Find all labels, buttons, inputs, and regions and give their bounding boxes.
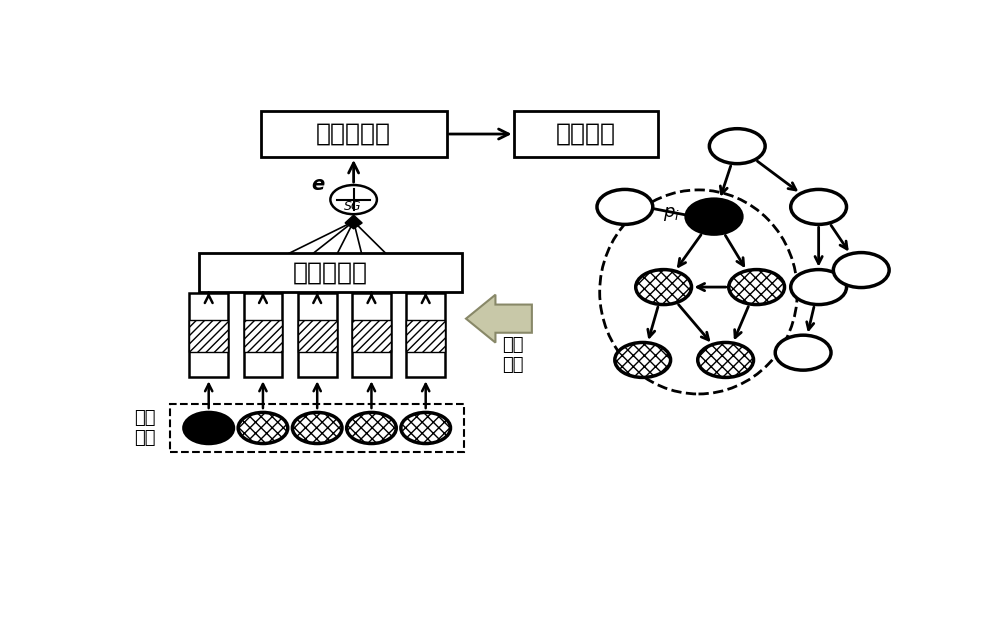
Text: 子图
采样: 子图 采样 (502, 336, 523, 374)
Circle shape (347, 413, 396, 444)
Circle shape (791, 189, 847, 225)
Bar (189, 320, 228, 351)
Circle shape (729, 269, 785, 305)
Circle shape (292, 413, 342, 444)
Bar (261, 111, 447, 157)
Circle shape (698, 343, 754, 377)
Circle shape (615, 343, 671, 377)
Polygon shape (345, 215, 362, 229)
Circle shape (636, 269, 692, 305)
Bar (170, 404, 464, 452)
Bar (199, 252, 462, 292)
Circle shape (238, 413, 288, 444)
Text: e: e (311, 175, 324, 194)
Bar (406, 320, 445, 351)
Circle shape (686, 199, 742, 234)
Text: $p_i$: $p_i$ (663, 205, 680, 223)
Bar (189, 293, 228, 377)
Circle shape (184, 413, 234, 444)
Bar (514, 111, 658, 157)
Circle shape (597, 189, 653, 225)
Text: 节点
嵌入: 节点 嵌入 (134, 409, 156, 447)
Circle shape (330, 185, 377, 214)
Bar (352, 320, 391, 351)
Circle shape (401, 413, 450, 444)
FancyArrow shape (466, 295, 532, 343)
Bar (298, 293, 337, 377)
Text: SG: SG (344, 199, 362, 213)
Bar (406, 293, 445, 377)
Text: 检测结果: 检测结果 (556, 122, 616, 146)
Bar (244, 293, 282, 377)
Circle shape (775, 335, 831, 370)
Bar (244, 320, 282, 351)
Circle shape (833, 252, 889, 288)
Text: 注意力机制: 注意力机制 (293, 261, 368, 285)
Bar (352, 293, 391, 377)
Circle shape (791, 269, 847, 305)
Circle shape (709, 129, 765, 163)
Text: 多层感知机: 多层感知机 (316, 122, 391, 146)
Bar (298, 320, 337, 351)
